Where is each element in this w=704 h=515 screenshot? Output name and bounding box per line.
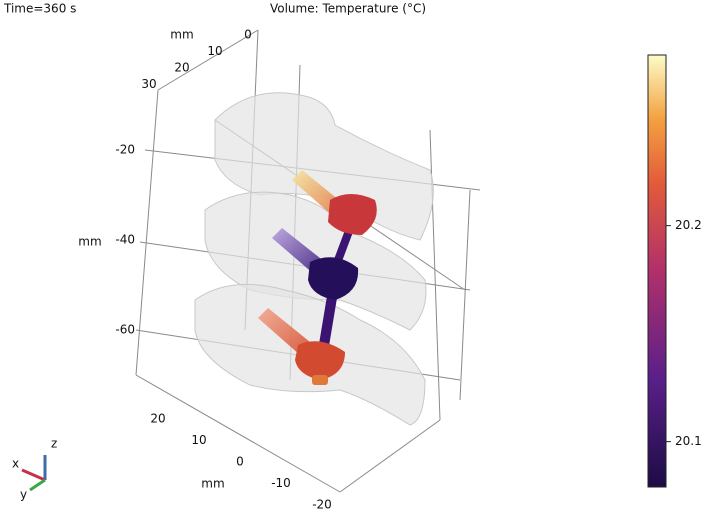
axis-triad: z x y — [12, 437, 57, 502]
axis-title: mm — [201, 477, 224, 491]
axis-tick-label: -10 — [271, 476, 291, 490]
axis-tick-label: 30 — [141, 77, 156, 91]
axis-tick-label: -20 — [115, 143, 135, 157]
axis-title: mm — [170, 28, 193, 42]
time-label: Time=360 s — [3, 2, 76, 16]
implant — [258, 170, 377, 385]
colorbar-tick-label: 20.2 — [675, 218, 702, 232]
triad-y: y — [20, 488, 27, 502]
axis-tick-label: -40 — [115, 233, 135, 247]
axis-tick-label: 20 — [150, 412, 165, 426]
axis-tick-label: 0 — [244, 28, 252, 42]
plot-title: Volume: Temperature (°C) — [270, 2, 426, 16]
axis-tick-label: 0 — [236, 455, 244, 469]
triad-x: x — [12, 457, 19, 471]
colorbar — [647, 54, 667, 488]
triad-z: z — [51, 437, 57, 451]
axis-tick-label: -60 — [115, 323, 135, 337]
axis-title: mm — [78, 235, 101, 249]
axis-tick-label: 10 — [191, 433, 206, 447]
axis-tick-label: 10 — [207, 44, 222, 58]
colorbar-tick-label: 20.1 — [675, 434, 702, 448]
axis-tick-label: -20 — [312, 498, 332, 512]
axis-tick-label: 20 — [174, 61, 189, 75]
